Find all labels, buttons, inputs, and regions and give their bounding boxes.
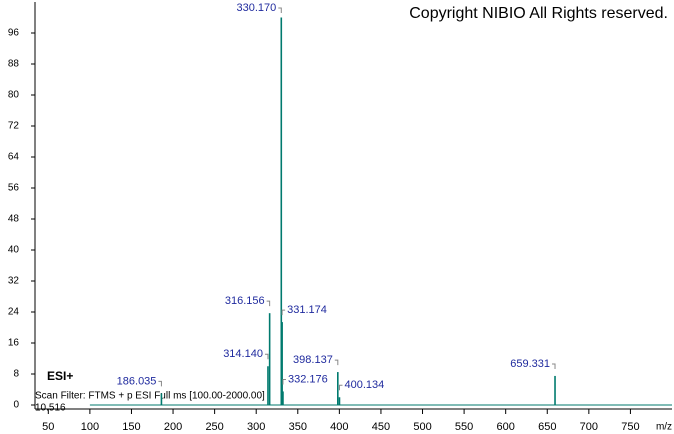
x-tick-label: 600 — [497, 421, 515, 433]
label-bracket — [266, 300, 271, 307]
peak-label: 314.140 — [223, 348, 263, 360]
y-tick-label: 96 — [8, 28, 20, 39]
peak-label: 332.176 — [288, 373, 328, 385]
x-tick-label: 700 — [580, 421, 598, 433]
y-tick-label: 24 — [8, 307, 20, 318]
x-tick-label: 250 — [205, 421, 223, 433]
y-tick-label: 16 — [8, 338, 20, 349]
peak-label: 659.331 — [510, 358, 550, 370]
peak-label: 331.174 — [287, 304, 327, 316]
peak-label: 186.035 — [117, 375, 157, 387]
label-bracket — [552, 363, 556, 369]
x-tick-label: 50 — [42, 421, 54, 433]
x-tick-label: 100 — [81, 421, 99, 433]
x-tick-label: 350 — [289, 421, 307, 433]
y-tick-label: 64 — [8, 152, 20, 163]
x-axis-label: m/z — [656, 422, 672, 433]
label-bracket — [158, 380, 162, 387]
label-bracket — [281, 309, 286, 316]
ionization-label: ESI+ — [47, 369, 73, 383]
x-tick-label: 400 — [330, 421, 348, 433]
x-tick-label: 550 — [455, 421, 473, 433]
y-tick-label: 8 — [13, 369, 19, 380]
label-bracket — [264, 353, 269, 360]
label-bracket — [338, 384, 343, 391]
x-tick-label: 200 — [164, 421, 182, 433]
chart-title: Copyright NIBIO All Rights reserved. — [409, 5, 668, 22]
peak-label: 398.137 — [293, 354, 333, 366]
x-tick-label: 150 — [122, 421, 140, 433]
y-tick-label: 80 — [8, 90, 20, 101]
label-bracket — [334, 359, 339, 366]
peak-label: 330.170 — [237, 2, 277, 14]
retention-time: 10.516 — [35, 403, 66, 414]
y-tick-label: 88 — [8, 59, 20, 70]
x-tick-label: 500 — [413, 421, 431, 433]
label-bracket — [278, 7, 282, 13]
y-tick-label: 40 — [8, 245, 20, 256]
x-tick-label: 300 — [247, 421, 265, 433]
y-tick-label: 32 — [8, 276, 20, 287]
y-tick-label: 0 — [13, 400, 19, 411]
label-bracket — [282, 378, 286, 385]
x-tick-label: 450 — [372, 421, 390, 433]
peak-label: 400.134 — [344, 379, 384, 391]
peak-label: 316.156 — [225, 295, 265, 307]
x-tick-label: 750 — [621, 421, 639, 433]
y-tick-label: 56 — [8, 183, 20, 194]
y-tick-label: 48 — [8, 214, 20, 225]
y-tick-label: 72 — [8, 121, 20, 132]
x-tick-label: 650 — [538, 421, 556, 433]
scan-filter: Scan Filter: FTMS + p ESI Full ms [100.0… — [35, 391, 265, 402]
